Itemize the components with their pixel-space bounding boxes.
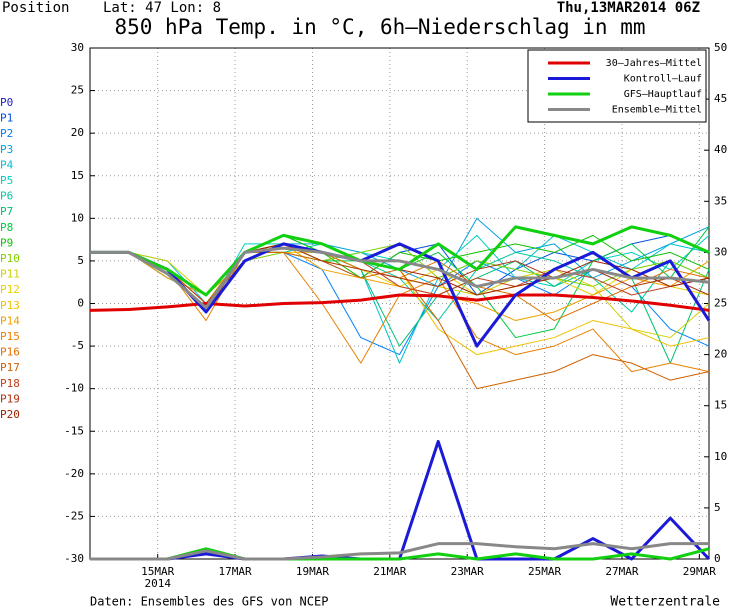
chart-title: 850 hPa Temp. in °C, 6h–Niederschlag in … xyxy=(114,15,645,39)
series-line xyxy=(90,246,710,310)
member-label: P14 xyxy=(0,314,20,327)
member-line xyxy=(90,243,710,339)
y-tick-label: 5 xyxy=(77,254,84,267)
y-tick-label: -25 xyxy=(64,509,84,522)
member-label: P2 xyxy=(0,127,13,140)
legend-label: Ensemble–Mittel xyxy=(612,105,702,116)
member-label: P18 xyxy=(0,377,20,390)
x-tick-label: 15MAR xyxy=(141,565,174,578)
y-tick-label: 20 xyxy=(71,126,84,139)
y-tick-label: 0 xyxy=(77,297,84,310)
series-line xyxy=(89,293,710,312)
y-tick-label: -30 xyxy=(64,552,84,565)
x-tick-label: 29MAR xyxy=(683,565,716,578)
member-label: P5 xyxy=(0,174,13,187)
year-label: 2014 xyxy=(144,577,171,590)
member-label: P6 xyxy=(0,190,13,203)
x-tick-label: 23MAR xyxy=(451,565,484,578)
y-tick-label: 10 xyxy=(71,211,84,224)
y-tick-label: 25 xyxy=(71,84,84,97)
x-tick-label: 25MAR xyxy=(528,565,561,578)
member-label: P0 xyxy=(0,96,13,109)
member-line xyxy=(90,251,710,390)
location: Lat: 47 Lon: 8 xyxy=(103,0,221,16)
y2-tick-label: 40 xyxy=(714,143,727,156)
member-label: P19 xyxy=(0,392,20,405)
member-label: P20 xyxy=(0,408,20,421)
y2-tick-label: 15 xyxy=(714,399,727,412)
legend-label: Kontroll–Lauf xyxy=(624,74,702,85)
x-tick-label: 17MAR xyxy=(219,565,252,578)
y2-tick-label: 20 xyxy=(714,348,727,361)
y2-tick-label: 30 xyxy=(714,245,727,258)
y2-tick-label: 45 xyxy=(714,92,727,105)
y2-tick-label: 5 xyxy=(714,501,721,514)
member-label: P8 xyxy=(0,221,13,234)
source: Daten: Ensembles des GFS von NCEP xyxy=(90,595,328,609)
member-label: P7 xyxy=(0,205,13,218)
y-tick-label: 15 xyxy=(71,169,84,182)
x-tick-label: 19MAR xyxy=(296,565,329,578)
member-label: P3 xyxy=(0,143,13,156)
member-label: P13 xyxy=(0,299,20,312)
member-label: P11 xyxy=(0,268,20,281)
run-time: Thu,13MAR2014 06Z xyxy=(557,0,700,16)
member-label: P10 xyxy=(0,252,20,265)
y-tick-label: -5 xyxy=(71,339,84,352)
x-tick-label: 27MAR xyxy=(605,565,638,578)
y2-tick-label: 10 xyxy=(714,450,727,463)
member-label: P17 xyxy=(0,361,20,374)
y2-tick-label: 25 xyxy=(714,297,727,310)
member-line xyxy=(90,243,710,304)
x-tick-label: 21MAR xyxy=(373,565,406,578)
position-label: Position xyxy=(2,0,69,16)
legend-label: GFS–Hauptlauf xyxy=(624,89,702,100)
y2-tick-label: 35 xyxy=(714,194,727,207)
brand: Wetterzentrale xyxy=(610,595,720,610)
y2-tick-label: 0 xyxy=(714,552,721,565)
y-tick-label: -15 xyxy=(64,424,84,437)
precip-line xyxy=(90,542,709,561)
y-tick-label: 30 xyxy=(71,41,84,54)
member-label: P15 xyxy=(0,330,20,343)
member-label: P1 xyxy=(0,112,13,125)
member-label: P4 xyxy=(0,158,14,171)
y2-tick-label: 50 xyxy=(714,41,727,54)
y-tick-label: -10 xyxy=(64,382,84,395)
member-label: P16 xyxy=(0,346,20,359)
series-line xyxy=(90,225,710,297)
member-label: P9 xyxy=(0,236,13,249)
legend-label: 30–Jahres–Mittel xyxy=(606,58,702,69)
y-tick-label: -20 xyxy=(64,467,84,480)
member-label: P12 xyxy=(0,283,20,296)
precip-line xyxy=(90,439,711,561)
